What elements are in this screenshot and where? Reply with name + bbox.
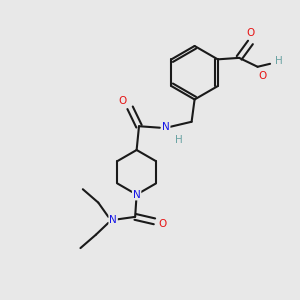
Text: O: O [258,71,266,81]
Text: H: H [175,135,183,145]
Text: H: H [274,56,282,66]
Text: O: O [246,28,255,38]
Text: N: N [162,122,169,132]
Text: O: O [159,219,167,229]
Text: N: N [109,215,117,225]
Text: N: N [133,190,140,200]
Text: O: O [118,96,127,106]
